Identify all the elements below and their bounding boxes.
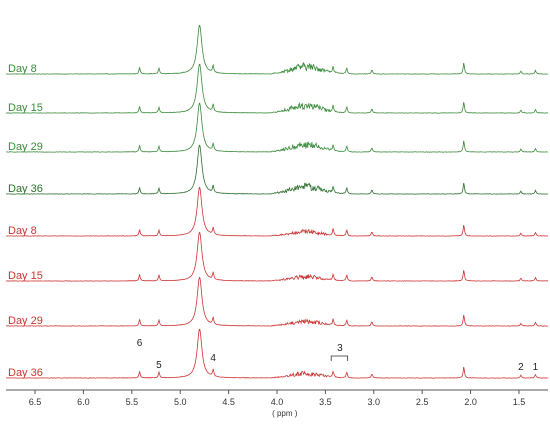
peak-annotations: 6 5 4 3 2 1: [137, 338, 539, 373]
day-labels: Day 8 Day 15 Day 29 Day 36 Day 8 Day 15 Day 29…: [8, 63, 43, 379]
day-label-6: Day 15: [8, 270, 43, 282]
spectra-traces: [5, 24, 549, 379]
x-tick-label-5: 4.0: [271, 397, 284, 407]
spectrum-trace-6: [5, 231, 548, 282]
x-tick-label-6: 3.5: [319, 397, 332, 407]
peak-3-bracket: [330, 355, 349, 361]
x-axis: 6.56.05.55.04.54.03.53.02.52.01.51.0( pp…: [6, 389, 548, 418]
spectrum-trace-8: [5, 328, 549, 379]
spectrum-trace-3: [6, 102, 549, 153]
day-label-5: Day 8: [8, 225, 37, 237]
peak-label-1: 1: [533, 362, 539, 373]
x-tick-label-7: 3.0: [368, 397, 381, 407]
peak-label-2: 2: [518, 362, 524, 373]
x-tick-label-8: 2.5: [416, 397, 429, 407]
spectrum-trace-5: [5, 186, 548, 237]
day-label-4: Day 36: [8, 183, 43, 195]
spectrum-trace-4: [6, 144, 549, 195]
day-label-3: Day 29: [8, 141, 43, 153]
peak-label-4: 4: [210, 353, 216, 364]
spectrum-trace-7: [6, 276, 549, 327]
x-tick-label-4: 4.5: [222, 397, 235, 407]
x-tick-label-9: 2.0: [464, 397, 477, 407]
peak-label-5: 5: [156, 360, 162, 371]
day-label-2: Day 15: [8, 102, 43, 114]
spectrum-trace-2: [5, 63, 549, 114]
peak-label-6: 6: [137, 338, 143, 349]
x-tick-label-2: 5.5: [126, 397, 139, 407]
x-axis-label: ( ppm ): [272, 409, 298, 418]
day-label-1: Day 8: [8, 63, 37, 75]
x-tick-label-3: 5.0: [174, 397, 187, 407]
x-tick-label-10: 1.5: [513, 397, 526, 407]
x-tick-label-0: 6.5: [29, 397, 42, 407]
peak-label-3: 3: [337, 343, 343, 354]
x-tick-label-1: 6.0: [77, 397, 90, 407]
day-label-7: Day 29: [8, 315, 43, 327]
spectrum-trace-1: [5, 24, 549, 75]
day-label-8: Day 36: [8, 367, 43, 379]
